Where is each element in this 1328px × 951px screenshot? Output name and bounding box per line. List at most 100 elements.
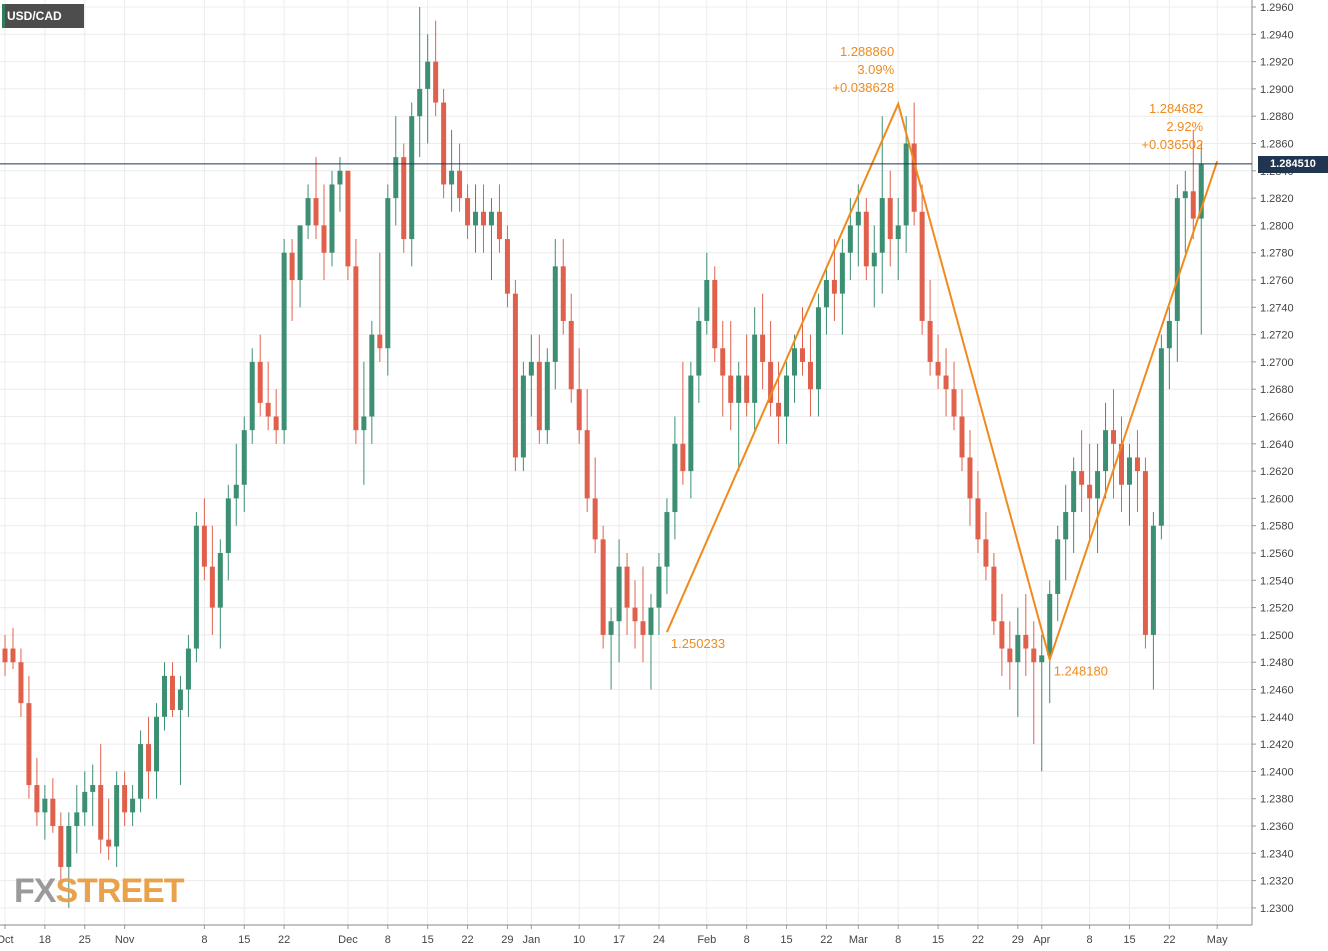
candle	[855, 184, 861, 267]
candle-body	[815, 307, 821, 390]
y-tick-label: 1.2540	[1260, 575, 1294, 587]
candle	[720, 320, 726, 417]
candle-body	[943, 375, 949, 390]
candle-body	[1047, 593, 1053, 656]
y-tick-label: 1.2420	[1260, 739, 1294, 751]
candle	[871, 225, 877, 308]
candle-body	[130, 798, 136, 813]
symbol-badge[interactable]: USD/CAD	[2, 4, 84, 28]
x-tick-label: 15	[780, 934, 792, 946]
candle	[624, 553, 630, 635]
candle-body	[967, 457, 973, 499]
candle-body	[146, 744, 152, 772]
candle	[664, 498, 670, 594]
candle-body	[321, 225, 327, 253]
candle-body	[847, 225, 853, 253]
x-tick-label: 18	[39, 934, 51, 946]
trend-label: 3.09%	[857, 62, 894, 77]
candle	[249, 348, 255, 444]
candle	[66, 812, 72, 908]
candle	[401, 143, 407, 253]
candle	[648, 593, 654, 690]
candle	[600, 525, 606, 649]
candle-body	[233, 484, 239, 499]
candle	[441, 88, 447, 199]
candle-body	[337, 170, 343, 185]
candle-body	[329, 184, 335, 253]
x-tick-label: 10	[573, 934, 585, 946]
candle-body	[481, 211, 486, 226]
candle-body	[217, 553, 223, 608]
candle-body	[919, 211, 925, 321]
x-tick-label: 8	[201, 934, 207, 946]
x-tick-label: 15	[238, 934, 250, 946]
candle	[544, 348, 550, 444]
x-tick-label: 22	[1163, 934, 1175, 946]
candle-body	[600, 539, 606, 635]
candle-body	[823, 280, 829, 308]
current-price-tag: 1.284510	[1258, 156, 1328, 173]
candle-body	[855, 211, 861, 226]
candle	[201, 498, 207, 581]
candle	[50, 778, 56, 833]
candle	[305, 184, 311, 240]
candle-body	[784, 375, 790, 417]
candle-body	[863, 211, 869, 267]
candle-body	[106, 839, 112, 847]
candle	[927, 280, 933, 376]
candle	[688, 361, 694, 499]
candle-body	[1182, 191, 1188, 199]
candle	[1119, 416, 1124, 513]
candle-body	[138, 744, 144, 799]
candle-body	[935, 361, 941, 376]
watermark-street: STREET	[55, 872, 184, 910]
candle-body	[911, 143, 917, 212]
candle-body	[90, 785, 96, 792]
candle	[321, 184, 327, 280]
x-tick-label: Mar	[849, 934, 868, 946]
candle	[504, 225, 510, 308]
trend-label: +0.038628	[832, 80, 894, 95]
candle-body	[1166, 320, 1172, 349]
candle	[385, 184, 391, 376]
candle-body	[672, 443, 678, 513]
candle	[98, 744, 104, 854]
candle-body	[871, 252, 877, 267]
candle-body	[1126, 457, 1132, 485]
candle-body	[640, 621, 646, 635]
watermark-fx: FX	[14, 872, 56, 910]
candle	[18, 648, 24, 717]
candle	[1126, 443, 1132, 526]
candle-body	[951, 389, 957, 417]
candle	[1031, 621, 1037, 745]
candle	[241, 416, 247, 513]
y-tick-label: 1.2620	[1260, 466, 1294, 478]
candle-body	[82, 791, 88, 813]
x-tick-label: Feb	[697, 934, 716, 946]
candle-body	[1031, 648, 1037, 663]
candle	[106, 798, 112, 861]
candle-body	[1007, 648, 1013, 663]
candle	[728, 320, 734, 431]
candle-body	[441, 102, 447, 185]
candle	[1087, 443, 1093, 540]
candle	[592, 457, 598, 553]
candle-body	[1039, 655, 1045, 663]
candle-body	[760, 334, 766, 362]
candle-body	[1150, 525, 1156, 635]
candle	[465, 184, 471, 240]
x-tick-label: 22	[972, 934, 984, 946]
candle-body	[552, 266, 558, 362]
candle	[361, 361, 367, 485]
candle	[417, 7, 423, 158]
candle-body	[162, 675, 167, 717]
x-tick-label: 15	[932, 934, 944, 946]
candle	[815, 293, 821, 417]
candle-body	[313, 198, 319, 226]
candle	[1174, 184, 1180, 362]
candle	[10, 628, 16, 670]
candle	[257, 334, 263, 417]
y-tick-label: 1.2480	[1260, 657, 1294, 669]
candle-body	[417, 88, 423, 117]
